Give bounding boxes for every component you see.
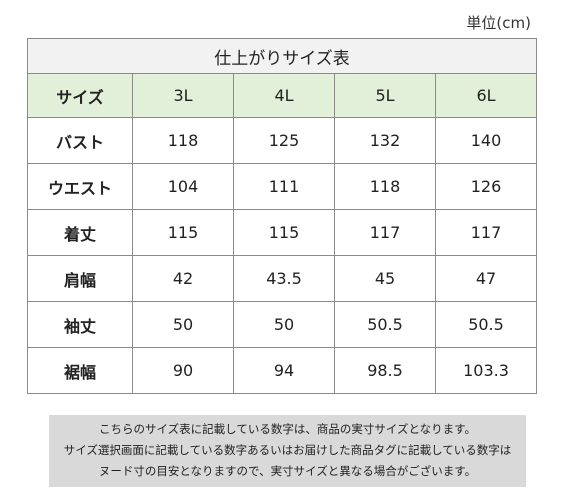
row-label: バスト	[27, 117, 133, 164]
table-cell: 118	[334, 163, 436, 210]
unit-label: 単位(cm)	[466, 14, 531, 32]
size-header: 5L	[334, 73, 436, 118]
size-notice: こちらのサイズ表に記載している数字は、商品の実寸サイズとなります。 サイズ選択画…	[49, 415, 526, 487]
size-chart-table: 仕上がりサイズ表 サイズ 3L 4L 5L 6L バスト 118 125 132…	[26, 38, 538, 394]
row-label: 袖丈	[27, 301, 133, 348]
size-header: 4L	[233, 73, 335, 118]
size-header: 6L	[434, 73, 538, 118]
table-row: ウエスト 104 111 118 126	[27, 163, 538, 210]
table-cell: 140	[434, 117, 538, 164]
notice-line: ヌード寸の目安となりますので、実寸サイズと異なる場合がございます。	[98, 464, 477, 478]
table-cell: 111	[233, 163, 335, 210]
table-row: 着丈 115 115 117 117	[27, 209, 538, 256]
table-cell: 47	[434, 255, 538, 302]
row-label: 着丈	[27, 209, 133, 256]
table-cell: 103.3	[434, 347, 538, 394]
table-cell: 125	[233, 117, 335, 164]
size-header-label: サイズ	[27, 73, 133, 118]
table-cell: 50	[132, 301, 234, 348]
row-label: ウエスト	[27, 163, 133, 210]
table-cell: 118	[132, 117, 234, 164]
table-cell: 132	[334, 117, 436, 164]
row-label: 肩幅	[27, 255, 133, 302]
table-cell: 117	[334, 209, 436, 256]
row-label: 裾幅	[27, 347, 133, 394]
table-cell: 45	[334, 255, 436, 302]
table-cell: 115	[233, 209, 335, 256]
table-row: 裾幅 90 94 98.5 103.3	[27, 347, 538, 394]
size-header: 3L	[132, 73, 234, 118]
table-cell: 43.5	[233, 255, 335, 302]
table-cell: 90	[132, 347, 234, 394]
table-cell: 104	[132, 163, 234, 210]
table-cell: 98.5	[334, 347, 436, 394]
notice-line: サイズ選択画面に記載している数字あるいはお届けした商品タグに記載している数字は	[63, 443, 512, 457]
table-cell: 50.5	[334, 301, 436, 348]
table-row: 袖丈 50 50 50.5 50.5	[27, 301, 538, 348]
table-cell: 50	[233, 301, 335, 348]
table-cell: 94	[233, 347, 335, 394]
table-title-row: 仕上がりサイズ表	[26, 38, 538, 74]
table-row: 肩幅 42 43.5 45 47	[27, 255, 538, 302]
table-cell: 42	[132, 255, 234, 302]
table-header-row: サイズ 3L 4L 5L 6L	[27, 73, 538, 118]
table-row: バスト 118 125 132 140	[27, 117, 538, 164]
notice-line: こちらのサイズ表に記載している数字は、商品の実寸サイズとなります。	[99, 422, 476, 436]
table-cell: 117	[434, 209, 538, 256]
table-title: 仕上がりサイズ表	[26, 38, 538, 74]
table-cell: 50.5	[434, 301, 538, 348]
table-cell: 115	[132, 209, 234, 256]
table-cell: 126	[434, 163, 538, 210]
